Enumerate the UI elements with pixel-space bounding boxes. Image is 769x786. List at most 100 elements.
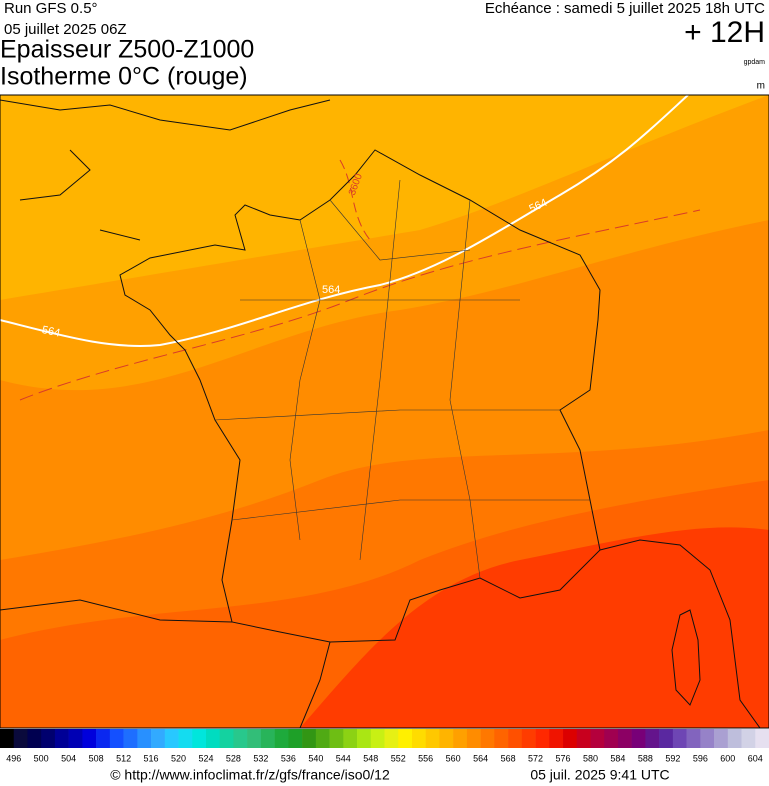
timestamp: 05 juil. 2025 9:41 UTC xyxy=(530,767,669,783)
colorbar-label: 580 xyxy=(583,753,598,763)
unit-gpdam: gpdam xyxy=(744,59,766,66)
department-borders xyxy=(214,179,590,579)
color-swatch xyxy=(590,729,605,748)
color-swatch xyxy=(178,729,193,748)
color-swatch xyxy=(0,729,15,748)
color-swatch xyxy=(274,729,289,748)
color-swatch xyxy=(164,729,179,748)
color-swatch xyxy=(384,729,399,748)
color-swatch xyxy=(535,729,550,748)
colorbar-label: 604 xyxy=(748,753,763,763)
color-swatch xyxy=(302,729,317,748)
colorbar-label: 560 xyxy=(446,753,461,763)
color-swatch xyxy=(755,729,769,748)
color-swatch xyxy=(288,729,303,748)
color-swatch xyxy=(466,729,481,748)
colorbar-label: 556 xyxy=(418,753,433,763)
color-swatch xyxy=(192,729,207,748)
color-swatch xyxy=(219,729,234,748)
color-swatch xyxy=(741,729,756,748)
uk-coast xyxy=(0,99,331,241)
colorbar-label: 504 xyxy=(61,753,76,763)
colorbar-label: 568 xyxy=(501,753,516,763)
colorbar-label: 552 xyxy=(391,753,406,763)
color-swatch xyxy=(96,729,111,748)
spain-coast xyxy=(0,599,331,728)
color-swatch xyxy=(453,729,468,748)
color-swatch xyxy=(247,729,262,748)
colorbar-label: 536 xyxy=(281,753,296,763)
lead-time: + 12H xyxy=(684,16,765,49)
contour-label: 564 xyxy=(41,324,61,340)
map-frame xyxy=(0,94,769,729)
map: 564 564 564 3600 xyxy=(0,94,769,729)
title-line1: Epaisseur Z500-Z1000 xyxy=(0,36,254,64)
colorbar-label: 572 xyxy=(528,753,543,763)
run-date: 05 juillet 2025 06Z xyxy=(4,21,127,38)
color-swatch xyxy=(27,729,42,748)
colorbar-label: 548 xyxy=(363,753,378,763)
colorbar-label: 516 xyxy=(144,753,159,763)
color-swatch xyxy=(370,729,385,748)
color-swatch xyxy=(576,729,591,748)
color-swatch xyxy=(357,729,372,748)
colorbar-label: 496 xyxy=(6,753,21,763)
color-swatch xyxy=(13,729,28,748)
source-url: © http://www.infoclimat.fr/z/gfs/france/… xyxy=(110,767,390,783)
france-outline xyxy=(119,149,601,643)
colorbar: 496 500 504 508 512 516 520 524 528 532 536 540 544 5… xyxy=(0,729,769,763)
colorbar-label: 520 xyxy=(171,753,186,763)
color-swatch xyxy=(68,729,83,748)
color-swatch xyxy=(508,729,523,748)
color-swatch xyxy=(260,729,275,748)
colorbar-label: 576 xyxy=(556,753,571,763)
colorbar-label: 540 xyxy=(308,753,323,763)
color-swatch xyxy=(521,729,536,748)
color-swatch xyxy=(549,729,564,748)
title-line2: Isotherme 0°C (rouge) xyxy=(0,63,248,91)
color-swatch xyxy=(672,729,687,748)
run-label: Run GFS 0.5° xyxy=(4,0,98,17)
colorbar-label: 544 xyxy=(336,753,351,763)
italy-coast xyxy=(599,539,761,728)
color-swatch xyxy=(137,729,152,748)
colorbar-label: 600 xyxy=(720,753,735,763)
colorbar-label: 592 xyxy=(665,753,680,763)
colorbar-label: 500 xyxy=(34,753,49,763)
color-swatch xyxy=(398,729,413,748)
colorbar-label: 596 xyxy=(693,753,708,763)
color-swatch xyxy=(329,729,344,748)
color-swatch xyxy=(700,729,715,748)
color-swatch xyxy=(439,729,454,748)
color-swatch xyxy=(727,729,742,748)
color-swatch xyxy=(411,729,426,748)
color-swatch xyxy=(123,729,138,748)
valid-time: Echéance : samedi 5 juillet 2025 18h UTC xyxy=(485,0,765,17)
contour-label: 564 xyxy=(322,284,340,296)
isotherm-contour xyxy=(339,159,371,241)
colorbar-label: 508 xyxy=(89,753,104,763)
color-swatch xyxy=(315,729,330,748)
color-swatch xyxy=(714,729,729,748)
color-swatch xyxy=(604,729,619,748)
color-swatch xyxy=(233,729,248,748)
color-swatch xyxy=(425,729,440,748)
color-swatch xyxy=(617,729,632,748)
colorbar-label: 588 xyxy=(638,753,653,763)
color-swatch xyxy=(645,729,660,748)
corsica xyxy=(671,609,701,706)
colorbar-label: 564 xyxy=(473,753,488,763)
color-swatch xyxy=(659,729,674,748)
colorbar-label: 528 xyxy=(226,753,241,763)
color-swatch xyxy=(686,729,701,748)
color-swatch xyxy=(494,729,509,748)
colorbar-label: 524 xyxy=(198,753,213,763)
color-swatch xyxy=(41,729,56,748)
color-swatch xyxy=(343,729,358,748)
colorbar-label: 584 xyxy=(610,753,625,763)
color-swatch xyxy=(82,729,97,748)
unit-m: m xyxy=(757,81,765,92)
color-swatch xyxy=(54,729,69,748)
color-swatch xyxy=(109,729,124,748)
